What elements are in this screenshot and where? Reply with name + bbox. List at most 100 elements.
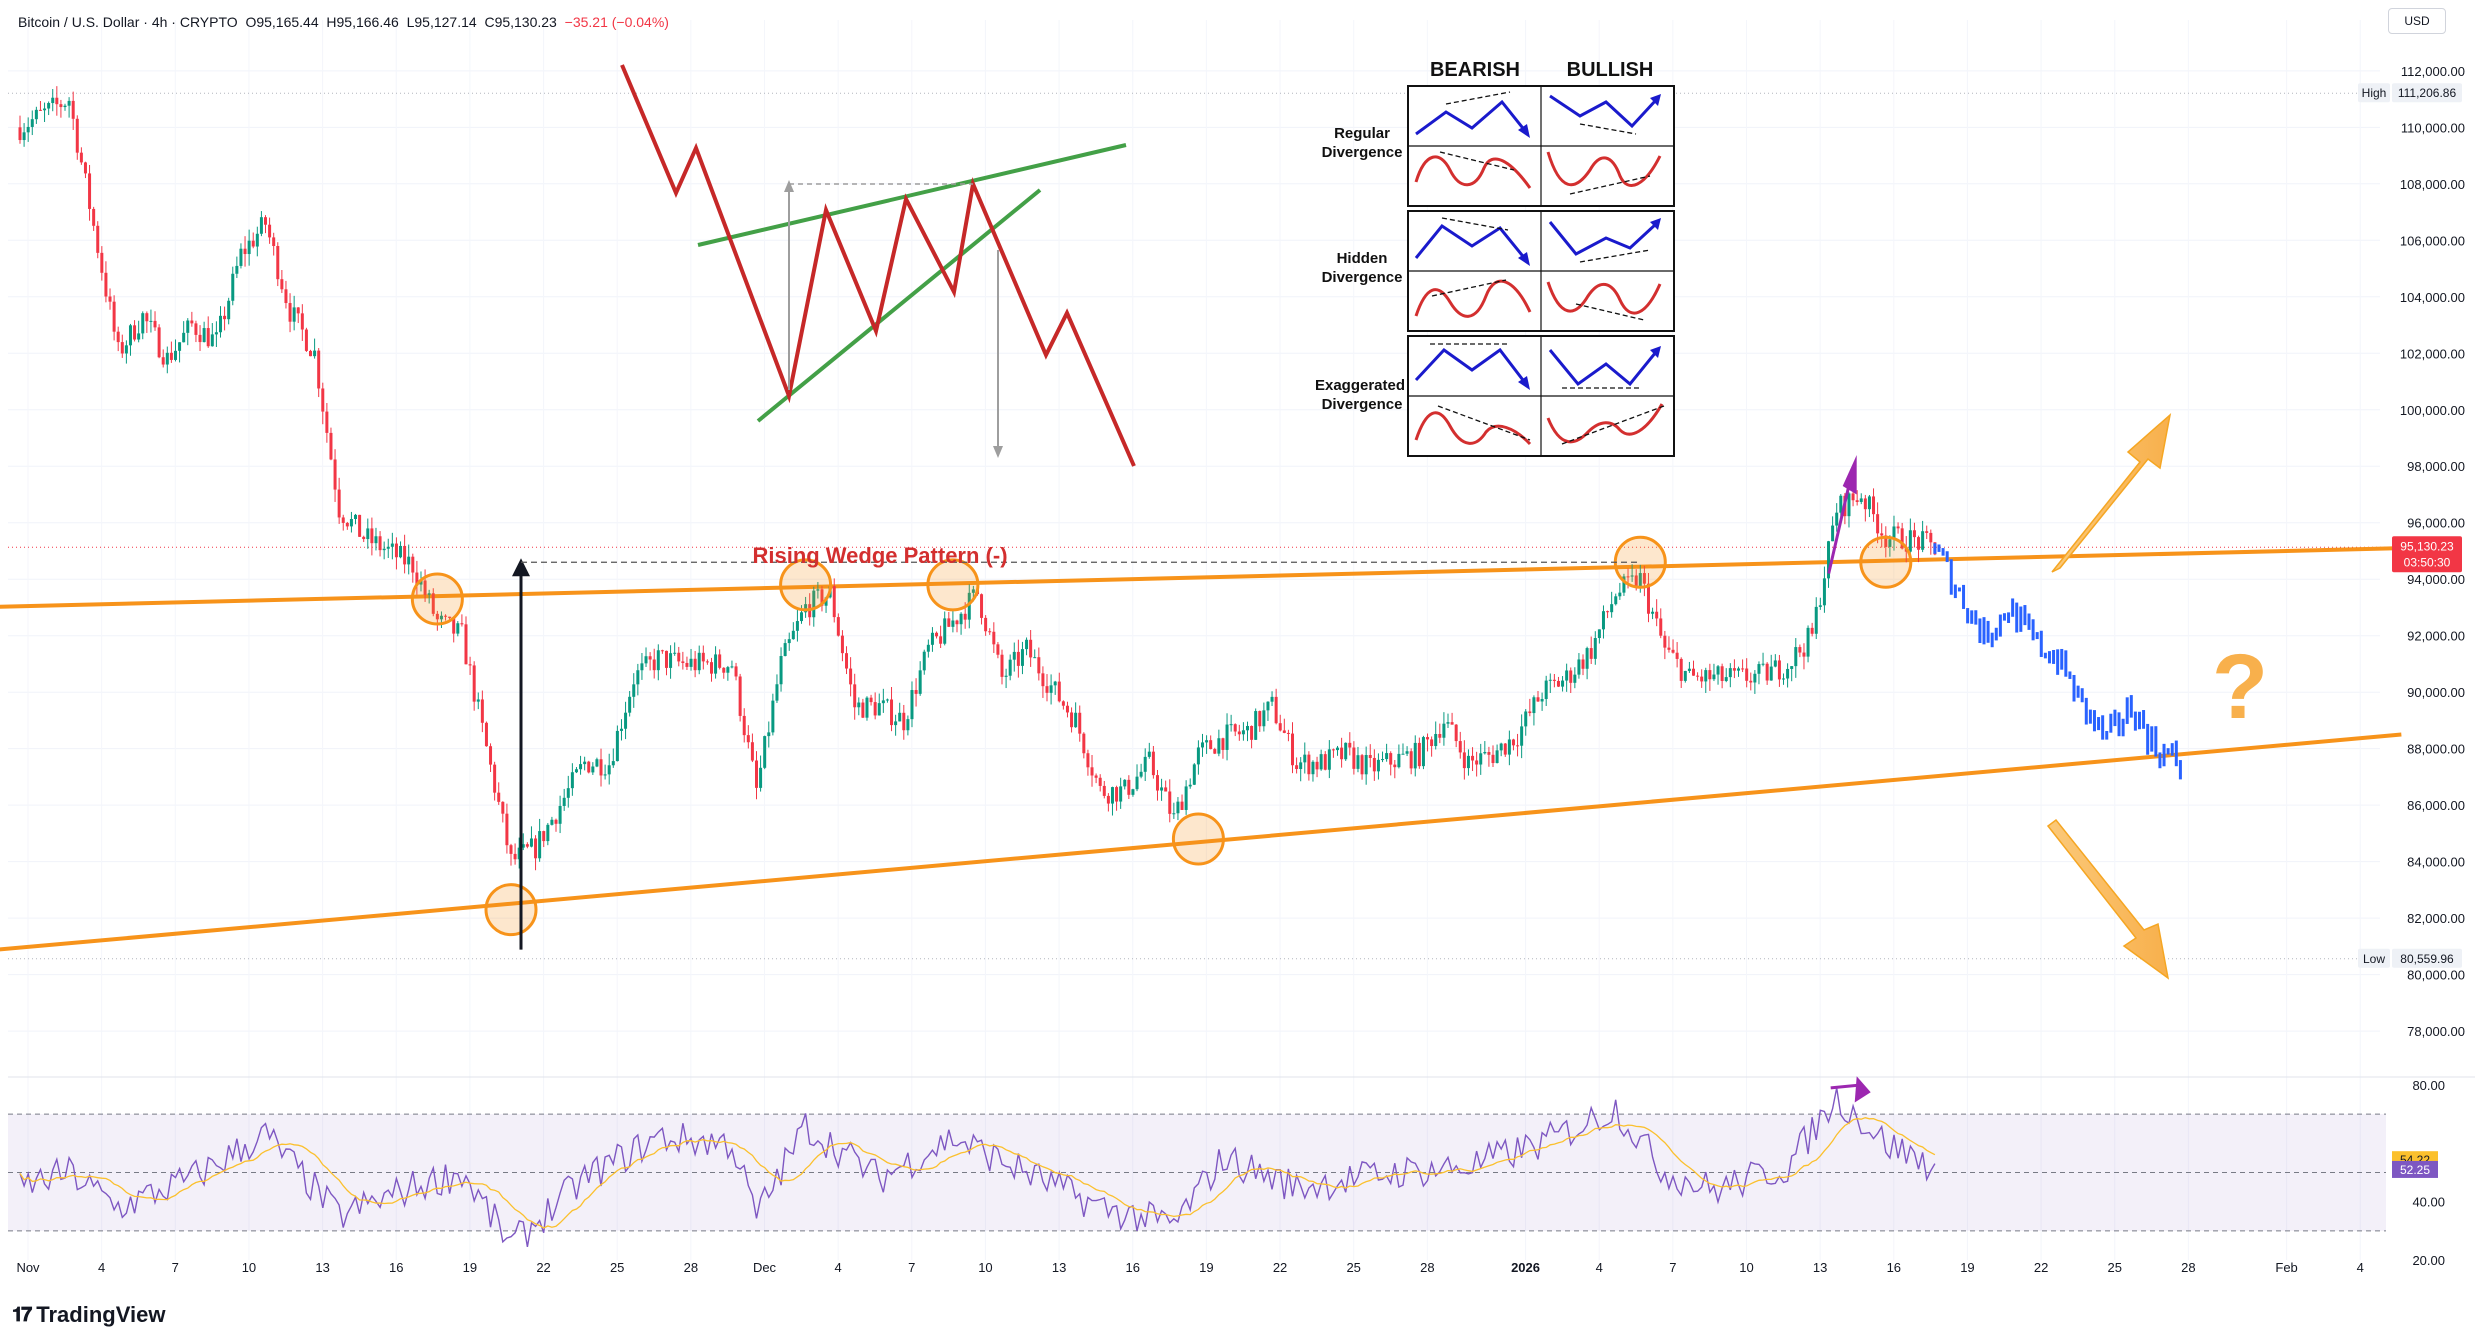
candle-body: [71, 100, 75, 119]
candle-body: [1246, 725, 1249, 731]
candle: [550, 816, 554, 826]
candle: [1151, 745, 1155, 779]
candle-body: [1471, 755, 1475, 761]
candle: [399, 541, 403, 559]
candle-body: [366, 528, 370, 540]
candle-body: [214, 332, 218, 335]
candle: [615, 725, 619, 762]
candle: [1704, 667, 1708, 693]
candle: [18, 115, 22, 144]
high-label: High: [2362, 86, 2387, 100]
candle-body: [1045, 686, 1049, 693]
rising-wedge[interactable]: [0, 546, 2402, 952]
candle: [1188, 778, 1192, 789]
candle-body: [1925, 531, 1929, 533]
candlestick-series[interactable]: [18, 86, 1937, 871]
candle: [1462, 740, 1466, 780]
brand-name: TradingView: [36, 1302, 166, 1327]
candle: [354, 513, 358, 525]
close-value: C95,130.23: [484, 14, 557, 30]
candle-body: [1143, 756, 1147, 772]
candle-body: [615, 730, 619, 762]
y-tick-label: 98,000.00: [2407, 459, 2465, 474]
candle-body: [1168, 791, 1172, 814]
candle: [574, 767, 578, 774]
candle: [51, 88, 55, 112]
candle: [836, 613, 840, 637]
currency-button[interactable]: USD: [2388, 8, 2446, 34]
projection-bar: [2150, 726, 2154, 752]
candle-body: [1818, 605, 1822, 607]
candle-body: [1516, 745, 1520, 747]
projection-bar: [2064, 650, 2068, 677]
x-tick-label: Dec: [753, 1260, 777, 1275]
candle-body: [1434, 734, 1438, 747]
candle: [1299, 757, 1303, 782]
candle-body: [394, 543, 398, 558]
candle-body: [869, 697, 873, 703]
candle: [709, 657, 713, 682]
candle-body: [34, 109, 38, 120]
candle-body: [1102, 785, 1106, 796]
projection-bar: [1982, 617, 1986, 645]
candle: [930, 627, 934, 652]
candle: [1667, 636, 1671, 653]
candle: [341, 514, 345, 531]
candle: [325, 403, 329, 443]
candle: [513, 843, 517, 865]
projection-bar: [2158, 752, 2162, 769]
candle: [1466, 749, 1470, 776]
candle: [313, 338, 317, 359]
candle: [1655, 599, 1659, 627]
candle: [1921, 520, 1925, 553]
candle: [407, 544, 411, 575]
candle-body: [1176, 801, 1180, 814]
candle-body: [194, 323, 198, 335]
candle-body: [787, 639, 791, 644]
candle: [268, 217, 272, 244]
candle: [71, 91, 75, 130]
candle: [484, 721, 488, 747]
candle: [1671, 639, 1675, 654]
candle-body: [1037, 657, 1041, 674]
candle: [1810, 622, 1814, 637]
candle-body: [1524, 711, 1528, 727]
candle-body: [579, 764, 583, 770]
candle-body: [816, 589, 820, 591]
symbol-title[interactable]: Bitcoin / U.S. Dollar · 4h · CRYPTO: [18, 14, 238, 30]
candle: [108, 288, 112, 310]
candle-body: [1663, 635, 1667, 648]
candle-body: [112, 301, 116, 332]
candle-body: [1544, 680, 1548, 700]
high-value: 111,206.86: [2398, 86, 2457, 100]
projection-bar: [2023, 605, 2027, 626]
candle: [444, 614, 448, 621]
candle: [30, 110, 34, 136]
candle: [1855, 490, 1859, 506]
candle: [1880, 523, 1884, 548]
candle: [1250, 725, 1254, 749]
candle-body: [1929, 532, 1933, 543]
candle-body: [407, 556, 411, 565]
candle: [1192, 763, 1196, 786]
candle-body: [1127, 779, 1131, 795]
candle: [1511, 738, 1515, 751]
candle: [1139, 763, 1143, 779]
candle-body: [1499, 743, 1503, 751]
candle: [1381, 751, 1385, 763]
candle: [276, 242, 280, 287]
candle-body: [959, 613, 963, 625]
tradingview-logo[interactable]: 𝟏𝟕 TradingView: [12, 1302, 165, 1328]
candle-body: [1769, 666, 1773, 681]
candle-body: [1172, 813, 1176, 815]
projection-bar: [1986, 620, 1990, 643]
candle-body: [709, 662, 713, 674]
x-tick-label: 4: [98, 1260, 105, 1275]
legend-row-regular: Regular: [1334, 125, 1390, 142]
candle-body: [1892, 526, 1896, 540]
projection-bar: [2133, 711, 2137, 731]
candle: [1769, 654, 1773, 681]
candle-body: [1381, 759, 1385, 761]
candle: [845, 646, 849, 675]
